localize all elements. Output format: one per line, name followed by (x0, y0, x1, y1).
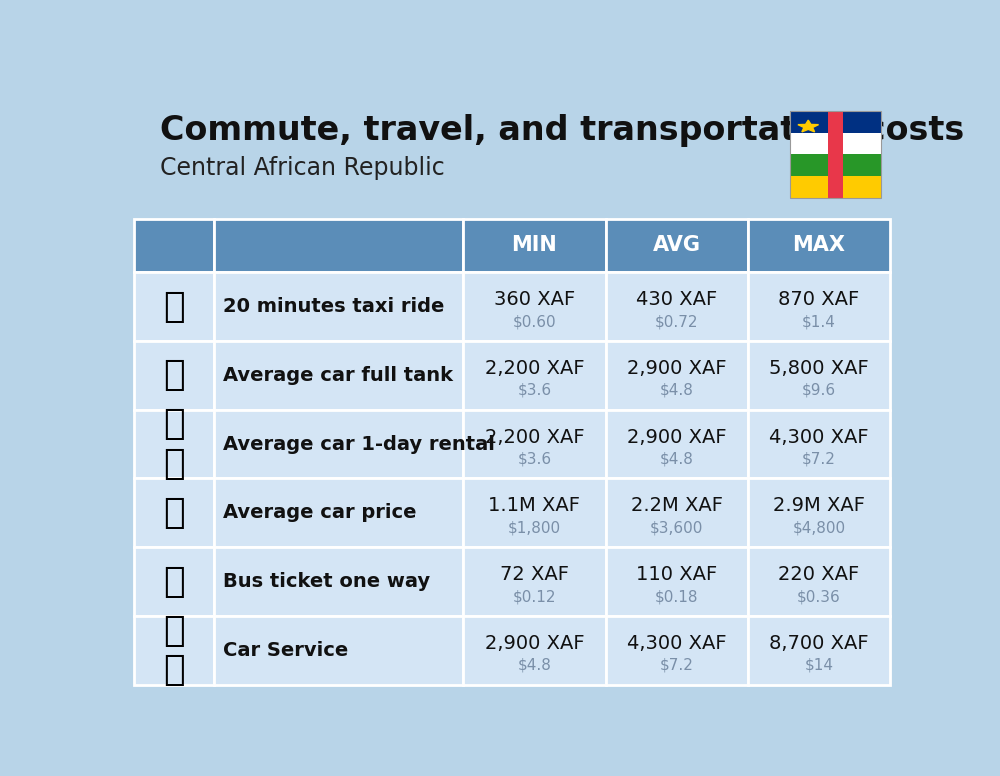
Text: $4.8: $4.8 (660, 452, 694, 466)
FancyBboxPatch shape (748, 479, 890, 547)
Text: 🚌: 🚌 (163, 565, 185, 598)
FancyBboxPatch shape (463, 616, 606, 684)
Text: 2,900 XAF: 2,900 XAF (485, 634, 584, 653)
Text: MAX: MAX (792, 235, 845, 255)
FancyBboxPatch shape (606, 272, 748, 341)
Text: $0.72: $0.72 (655, 314, 698, 329)
Text: 2,200 XAF: 2,200 XAF (485, 428, 584, 447)
Text: $0.60: $0.60 (513, 314, 556, 329)
Text: $0.18: $0.18 (655, 589, 698, 605)
FancyBboxPatch shape (748, 547, 890, 616)
Text: Commute, travel, and transportation costs: Commute, travel, and transportation cost… (160, 114, 964, 147)
FancyBboxPatch shape (790, 154, 881, 176)
FancyBboxPatch shape (463, 272, 606, 341)
FancyBboxPatch shape (134, 410, 214, 479)
Text: 72 XAF: 72 XAF (500, 565, 569, 584)
Text: 2.9M XAF: 2.9M XAF (773, 497, 865, 515)
FancyBboxPatch shape (606, 410, 748, 479)
Text: $4,800: $4,800 (792, 521, 845, 535)
Text: $3,600: $3,600 (650, 521, 703, 535)
Text: 8,700 XAF: 8,700 XAF (769, 634, 869, 653)
Text: 5,800 XAF: 5,800 XAF (769, 359, 869, 378)
FancyBboxPatch shape (463, 410, 606, 479)
FancyBboxPatch shape (214, 219, 463, 272)
Text: 2,200 XAF: 2,200 XAF (485, 359, 584, 378)
Text: 4,300 XAF: 4,300 XAF (627, 634, 726, 653)
Text: 🔧
🚗: 🔧 🚗 (163, 614, 185, 687)
Text: $4.8: $4.8 (517, 658, 551, 673)
Text: 2.2M XAF: 2.2M XAF (631, 497, 723, 515)
Text: Car Service: Car Service (223, 641, 348, 660)
FancyBboxPatch shape (606, 616, 748, 684)
Text: MIN: MIN (512, 235, 557, 255)
FancyBboxPatch shape (134, 547, 214, 616)
FancyBboxPatch shape (134, 272, 214, 341)
Text: Average car full tank: Average car full tank (223, 365, 453, 385)
FancyBboxPatch shape (748, 272, 890, 341)
Text: 4,300 XAF: 4,300 XAF (769, 428, 869, 447)
Text: Average car 1-day rental: Average car 1-day rental (223, 435, 495, 453)
Text: 360 XAF: 360 XAF (494, 290, 575, 309)
FancyBboxPatch shape (790, 133, 881, 154)
Text: Bus ticket one way: Bus ticket one way (223, 572, 430, 591)
Text: AVG: AVG (653, 235, 701, 255)
Text: 20 minutes taxi ride: 20 minutes taxi ride (223, 297, 444, 316)
FancyBboxPatch shape (748, 219, 890, 272)
Text: Central African Republic: Central African Republic (160, 156, 445, 180)
FancyBboxPatch shape (214, 410, 463, 479)
Text: $1.4: $1.4 (802, 314, 836, 329)
FancyBboxPatch shape (606, 547, 748, 616)
FancyBboxPatch shape (463, 547, 606, 616)
Text: 430 XAF: 430 XAF (636, 290, 717, 309)
Text: 2,900 XAF: 2,900 XAF (627, 359, 726, 378)
FancyBboxPatch shape (748, 410, 890, 479)
Text: 110 XAF: 110 XAF (636, 565, 717, 584)
FancyBboxPatch shape (748, 341, 890, 410)
Text: $4.8: $4.8 (660, 383, 694, 398)
FancyBboxPatch shape (214, 341, 463, 410)
FancyBboxPatch shape (214, 616, 463, 684)
Text: $14: $14 (804, 658, 833, 673)
FancyBboxPatch shape (606, 479, 748, 547)
FancyBboxPatch shape (463, 479, 606, 547)
Text: Average car price: Average car price (223, 504, 417, 522)
FancyBboxPatch shape (214, 479, 463, 547)
Text: $1,800: $1,800 (508, 521, 561, 535)
Text: 1.1M XAF: 1.1M XAF (488, 497, 580, 515)
FancyBboxPatch shape (606, 219, 748, 272)
Text: 2,900 XAF: 2,900 XAF (627, 428, 726, 447)
Text: 🔑
🚙: 🔑 🚙 (163, 407, 185, 481)
FancyBboxPatch shape (134, 341, 214, 410)
FancyBboxPatch shape (214, 272, 463, 341)
FancyBboxPatch shape (134, 219, 214, 272)
Text: 870 XAF: 870 XAF (778, 290, 859, 309)
FancyBboxPatch shape (606, 341, 748, 410)
Text: $3.6: $3.6 (517, 452, 551, 466)
Text: $0.12: $0.12 (513, 589, 556, 605)
Text: $0.36: $0.36 (797, 589, 841, 605)
FancyBboxPatch shape (134, 479, 214, 547)
Text: $7.2: $7.2 (660, 658, 694, 673)
Text: $3.6: $3.6 (517, 383, 551, 398)
Polygon shape (798, 120, 819, 132)
FancyBboxPatch shape (463, 341, 606, 410)
Text: $7.2: $7.2 (802, 452, 836, 466)
Text: 🚕: 🚕 (163, 289, 185, 324)
FancyBboxPatch shape (828, 111, 843, 198)
Text: ⛽: ⛽ (163, 359, 185, 393)
Text: 🚗: 🚗 (163, 496, 185, 530)
FancyBboxPatch shape (790, 176, 881, 198)
FancyBboxPatch shape (214, 547, 463, 616)
Text: 220 XAF: 220 XAF (778, 565, 859, 584)
FancyBboxPatch shape (134, 616, 214, 684)
Text: $9.6: $9.6 (802, 383, 836, 398)
FancyBboxPatch shape (463, 219, 606, 272)
FancyBboxPatch shape (790, 111, 881, 133)
FancyBboxPatch shape (748, 616, 890, 684)
